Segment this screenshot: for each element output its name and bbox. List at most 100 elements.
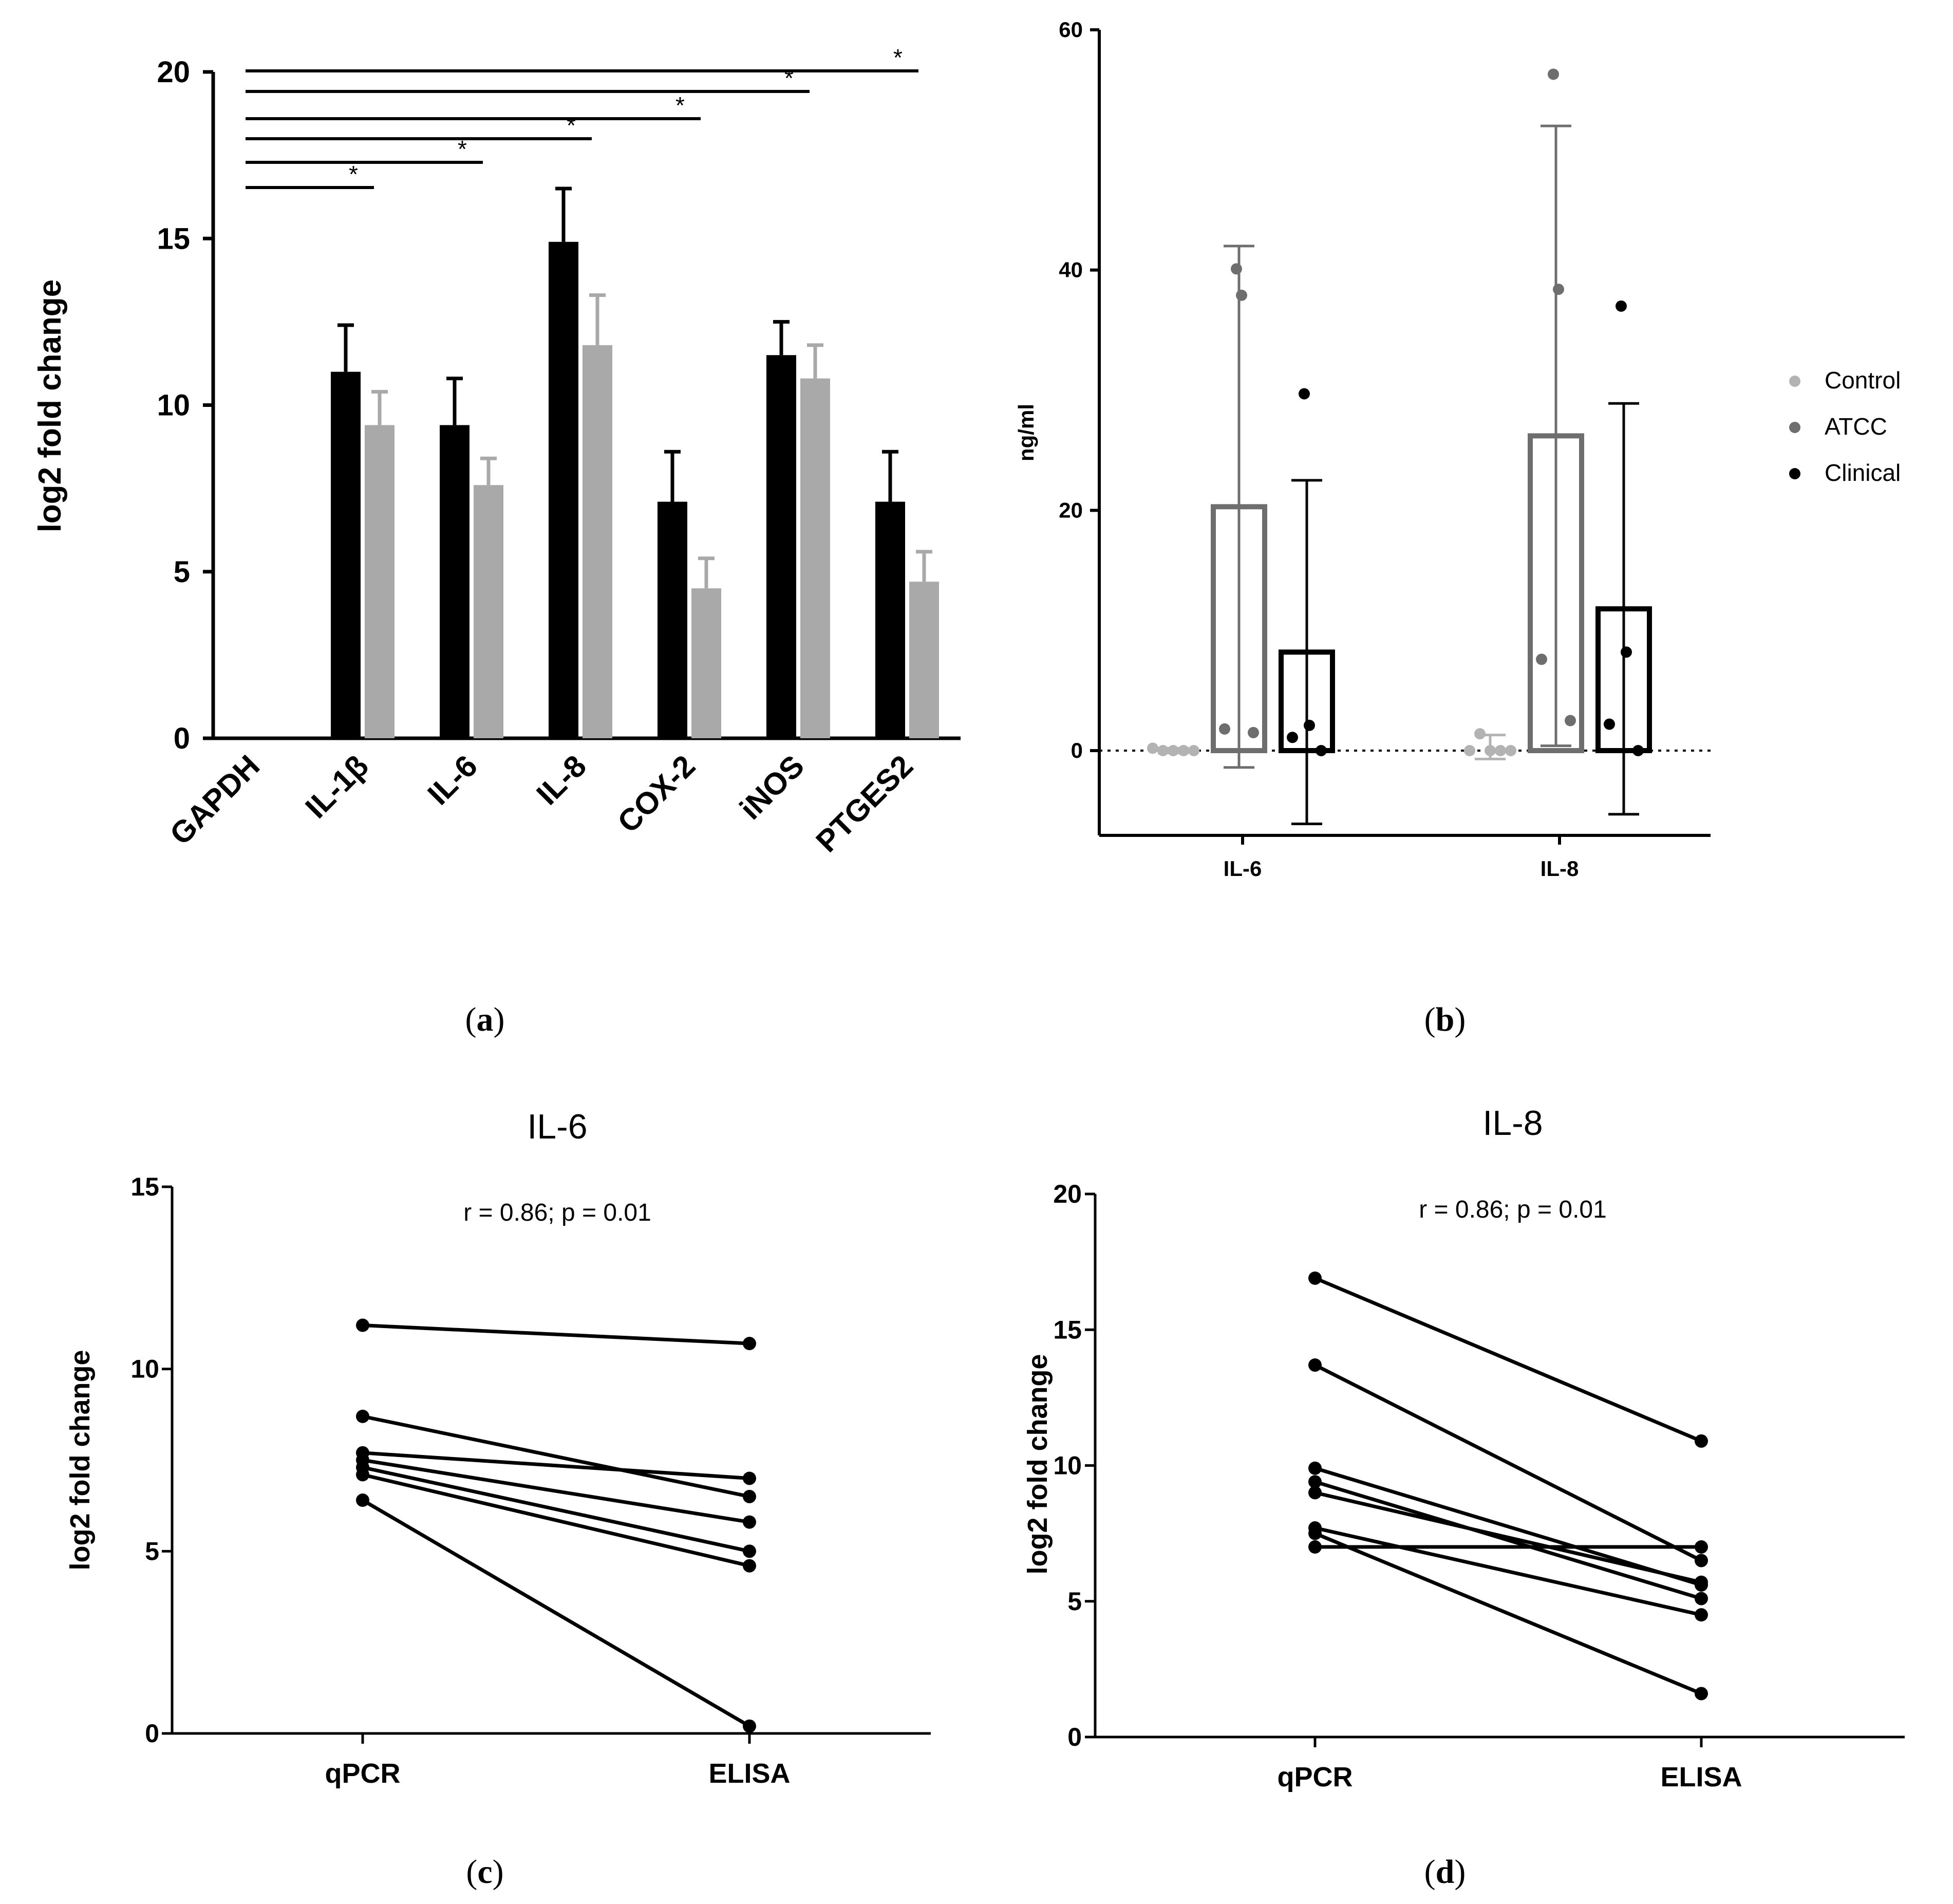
panel-a-bar [365, 425, 395, 738]
panel-b-legend-label: Control [1825, 367, 1901, 394]
panel-a-caption: (a) [465, 1001, 505, 1038]
panel-c-elisa-point [743, 1515, 756, 1529]
panel-c-pair-line [362, 1414, 750, 1499]
panel-d-qpcr-point [1308, 1358, 1322, 1372]
panel-d-x-tick-label: ELISA [1660, 1762, 1742, 1793]
panel-b-legend: Control ATCC Clinical [1789, 367, 1901, 486]
panel-d-elisa-point [1695, 1687, 1708, 1701]
panel-b-caption-open: ( [1424, 1001, 1436, 1038]
panel-b-data-point [1178, 745, 1189, 756]
panel-c-elisa-point [743, 1719, 756, 1733]
panel-b-legend-marker [1789, 376, 1800, 387]
panel-b-data-point [1147, 742, 1158, 754]
panel-b-data-point [1219, 723, 1230, 735]
panel-b-data-point [1316, 745, 1327, 756]
panel-a-y-tick-label: 15 [157, 222, 190, 255]
panel-d-elisa-point [1695, 1540, 1708, 1554]
panel-d-elisa-point [1695, 1592, 1708, 1606]
panel-c-y-label: log2 fold change [65, 1350, 96, 1570]
panel-d-qpcr-point [1308, 1540, 1322, 1554]
panel-c-pair-line [362, 1458, 750, 1524]
panel-c-pair-line [362, 1451, 750, 1480]
panel-d-elisa-point [1695, 1608, 1708, 1622]
panel-d-y-label: log2 fold change [1022, 1354, 1053, 1574]
panel-b-data-point [1505, 745, 1516, 756]
panel-b-legend-label: Clinical [1825, 459, 1901, 486]
panel-b-data-point [1621, 646, 1632, 658]
panel-a-caption-close: ) [494, 1001, 505, 1038]
panel-a-y-tick-label: 0 [174, 722, 190, 755]
panel-d-pair-line [1314, 1276, 1702, 1443]
panel-d-caption-close: ) [1454, 1853, 1466, 1891]
panel-a-bar [800, 378, 830, 738]
panel-d-caption-open: ( [1424, 1853, 1436, 1891]
panel-a-significance-star: * [458, 136, 467, 162]
panel-a-y-tick-label: 20 [157, 55, 190, 89]
panel-d-elisa-point [1695, 1434, 1708, 1448]
panel-d-qpcr-point [1308, 1486, 1322, 1500]
panel-b-y-tick-label: 60 [1059, 17, 1083, 42]
panel-b-data-point [1485, 745, 1496, 756]
panel-b-x-tick-label: IL-6 [1224, 856, 1262, 881]
panel-b-data-point [1248, 726, 1259, 738]
panel-b-x-tick-label: IL-8 [1541, 856, 1579, 881]
panel-c-annotation: r = 0.86; p = 0.01 [463, 1199, 651, 1226]
panel-d-y-tick-label: 15 [1053, 1315, 1082, 1344]
panel-a-significance-star: * [784, 65, 794, 91]
panel-d-pair-line [1314, 1490, 1702, 1584]
panel-c-elisa-point [743, 1544, 756, 1558]
panel-b-data-point [1168, 745, 1179, 756]
panel-a-significance-star: * [567, 112, 576, 139]
panel-c-y-tick-label: 10 [130, 1355, 159, 1384]
panel-d-title: IL-8 [1482, 1104, 1543, 1143]
panel-b-data-point [1287, 732, 1298, 743]
panel-a-bar [549, 241, 578, 738]
panel-d-qpcr-point [1308, 1475, 1322, 1489]
panel-d-y-tick-label: 10 [1053, 1451, 1082, 1480]
panel-c-y-tick-label: 5 [145, 1537, 159, 1565]
panel-b-y-tick-label: 0 [1071, 738, 1083, 762]
panel-d-qpcr-point [1308, 1271, 1322, 1285]
panel-a-bar [474, 485, 503, 738]
panel-a-bar [909, 582, 939, 738]
panel-b-y-tick-label: 20 [1059, 498, 1083, 522]
panel-b-y-tick-label: 40 [1059, 258, 1083, 282]
panel-c-pair-line [362, 1323, 750, 1346]
panel-b-caption-close: ) [1454, 1001, 1466, 1038]
panel-b-data-point [1464, 745, 1475, 756]
panel-c-caption-letter: c [477, 1853, 492, 1891]
panel-a-y-label: log2 fold change [32, 279, 68, 533]
panel-b-caption-letter: b [1436, 1001, 1455, 1038]
panel-d-pair-line [1314, 1532, 1702, 1695]
panel-b-data-point [1157, 745, 1169, 756]
panel-b-legend-marker [1789, 468, 1800, 479]
panel-b-data-point [1236, 289, 1247, 301]
panel-b-data-point [1495, 745, 1506, 756]
panel-d-elisa-point [1695, 1554, 1708, 1567]
panel-d-pair-line [1314, 1480, 1702, 1600]
panel-d-pair-line [1314, 1526, 1702, 1617]
panel-b-y-label: ng/ml [1014, 404, 1038, 461]
panel-d-elisa-point [1695, 1575, 1708, 1589]
panel-d-x-tick-label: qPCR [1278, 1762, 1353, 1793]
panel-b-data-point [1604, 718, 1615, 730]
panel-c-qpcr-point [356, 1409, 369, 1423]
panel-d-annotation: r = 0.86; p = 0.01 [1419, 1196, 1607, 1223]
panel-a-bar [875, 501, 905, 738]
panel-d-pair-line [1314, 1363, 1702, 1562]
panel-c-elisa-point [743, 1337, 756, 1351]
panel-c-title: IL-6 [527, 1107, 587, 1146]
panel-b-data-point [1632, 745, 1644, 756]
panel-c-y-tick-label: 0 [145, 1719, 159, 1748]
panel-c-x-tick-label: ELISA [708, 1758, 790, 1789]
panel-b-legend-marker [1789, 422, 1800, 433]
panel-d-qpcr-point [1308, 1526, 1322, 1540]
panel-b-data-point [1188, 745, 1199, 756]
panel-c-elisa-point [743, 1471, 756, 1485]
panel-c-caption-close: ) [493, 1853, 504, 1891]
panel-a-bar [331, 371, 361, 738]
panel-b: ng/ml 0 20 40 60 IL-6 IL-8 Control ATCC Clinic… [1014, 17, 1901, 1038]
panel-c-qpcr-point [356, 1318, 369, 1332]
